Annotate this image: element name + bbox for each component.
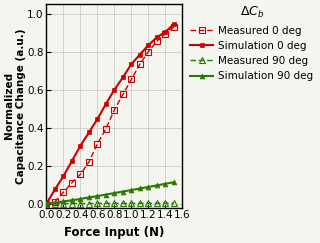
- Measured 90 deg: [61, 202, 65, 205]
- Measured 90 deg: [155, 202, 159, 205]
- Measured 90 deg: [70, 202, 74, 205]
- Measured 0 deg: [138, 62, 142, 65]
- Simulation 90 deg: [87, 196, 91, 199]
- Simulation 0 deg: [172, 23, 176, 26]
- Measured 90 deg: [121, 202, 125, 205]
- Measured 0 deg: [78, 173, 82, 176]
- Simulation 90 deg: [95, 195, 99, 198]
- Measured 90 deg: [78, 202, 82, 205]
- Simulation 90 deg: [138, 187, 142, 190]
- Simulation 90 deg: [113, 191, 116, 194]
- Measured 90 deg: [95, 202, 99, 205]
- Simulation 0 deg: [95, 118, 99, 121]
- Simulation 0 deg: [113, 88, 116, 91]
- Simulation 90 deg: [61, 200, 65, 203]
- Simulation 0 deg: [87, 131, 91, 134]
- Line: Simulation 0 deg: Simulation 0 deg: [44, 22, 176, 206]
- X-axis label: Force Input (N): Force Input (N): [64, 226, 164, 239]
- Simulation 90 deg: [78, 198, 82, 200]
- Simulation 0 deg: [70, 159, 74, 162]
- Measured 0 deg: [61, 191, 65, 194]
- Measured 0 deg: [44, 202, 48, 205]
- Measured 0 deg: [87, 160, 91, 163]
- Y-axis label: Normalized
Capacitance Change (a.u.): Normalized Capacitance Change (a.u.): [4, 28, 26, 183]
- Measured 0 deg: [172, 26, 176, 28]
- Measured 90 deg: [130, 202, 133, 205]
- Simulation 0 deg: [121, 76, 125, 79]
- Measured 90 deg: [147, 202, 150, 205]
- Measured 90 deg: [44, 202, 48, 205]
- Simulation 0 deg: [147, 43, 150, 46]
- Simulation 90 deg: [44, 202, 48, 205]
- Measured 90 deg: [87, 202, 91, 205]
- Measured 90 deg: [138, 202, 142, 205]
- Measured 0 deg: [121, 93, 125, 96]
- Simulation 90 deg: [130, 189, 133, 191]
- Simulation 0 deg: [130, 62, 133, 65]
- Simulation 90 deg: [172, 181, 176, 184]
- Measured 90 deg: [164, 202, 167, 205]
- Measured 0 deg: [164, 32, 167, 35]
- Simulation 0 deg: [78, 144, 82, 147]
- Measured 0 deg: [147, 50, 150, 53]
- Simulation 90 deg: [155, 184, 159, 187]
- Simulation 90 deg: [70, 199, 74, 202]
- Simulation 0 deg: [44, 202, 48, 205]
- Measured 0 deg: [104, 127, 108, 130]
- Simulation 0 deg: [104, 103, 108, 105]
- Simulation 0 deg: [53, 188, 57, 191]
- Simulation 90 deg: [104, 193, 108, 196]
- Line: Simulation 90 deg: Simulation 90 deg: [44, 180, 176, 206]
- Simulation 90 deg: [121, 190, 125, 193]
- Measured 0 deg: [70, 181, 74, 184]
- Simulation 0 deg: [138, 53, 142, 56]
- Line: Measured 0 deg: Measured 0 deg: [44, 24, 177, 207]
- Simulation 0 deg: [164, 30, 167, 33]
- Simulation 0 deg: [61, 175, 65, 178]
- Simulation 0 deg: [155, 36, 159, 39]
- Measured 0 deg: [95, 142, 99, 145]
- Measured 90 deg: [53, 202, 57, 205]
- Simulation 90 deg: [147, 185, 150, 188]
- Measured 90 deg: [172, 202, 176, 205]
- Simulation 90 deg: [53, 201, 57, 204]
- Measured 0 deg: [155, 40, 159, 43]
- Measured 90 deg: [104, 202, 108, 205]
- Measured 0 deg: [53, 200, 57, 203]
- Measured 0 deg: [130, 78, 133, 81]
- Line: Measured 90 deg: Measured 90 deg: [44, 200, 177, 207]
- Measured 90 deg: [113, 202, 116, 205]
- Legend: Measured 0 deg, Simulation 0 deg, Measured 90 deg, Simulation 90 deg: Measured 0 deg, Simulation 0 deg, Measur…: [190, 5, 314, 81]
- Simulation 90 deg: [164, 182, 167, 185]
- Measured 0 deg: [113, 108, 116, 111]
